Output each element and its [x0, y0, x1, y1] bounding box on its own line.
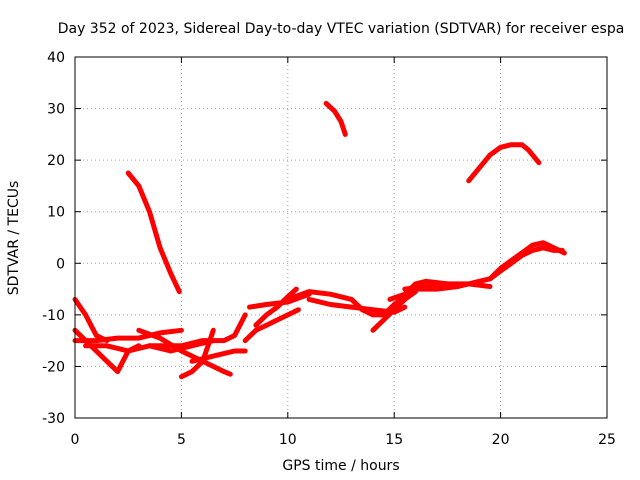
grid-layer	[75, 57, 607, 418]
series-arc-8	[136, 327, 233, 377]
series-arc-10	[189, 348, 248, 364]
y-tick-label: -30	[42, 411, 65, 427]
series-arc-23	[498, 240, 567, 271]
series-arc-12	[242, 307, 301, 344]
y-tick-label: 20	[47, 153, 65, 169]
series-arc-9	[178, 327, 216, 380]
series-arc-19	[387, 278, 450, 302]
x-tick-label: 10	[279, 432, 297, 448]
series-arc-13	[253, 286, 299, 328]
x-axis-label: GPS time / hours	[282, 458, 399, 474]
series-arc-15	[285, 289, 365, 313]
x-tick-label: 0	[71, 432, 80, 448]
y-tick-label: 10	[47, 205, 65, 221]
y-tick-label: -20	[42, 359, 65, 375]
plot-frame	[74, 56, 608, 419]
series-arc-1	[125, 170, 182, 295]
series-arc-2	[323, 100, 348, 137]
y-tick-label: 0	[56, 256, 65, 272]
x-tick-label: 25	[598, 432, 616, 448]
x-tick-label: 20	[492, 432, 510, 448]
chart-title: Day 352 of 2023, Sidereal Day-to-day VTE…	[58, 21, 625, 37]
y-tick-label: 30	[47, 102, 65, 118]
y-axis-label: SDTVAR / TECUs	[6, 181, 22, 296]
y-tick-label: -10	[42, 308, 65, 324]
series-layer	[72, 100, 567, 380]
y-tick-label: 40	[47, 50, 65, 66]
series-arc-6	[72, 327, 184, 344]
series-arc-3	[466, 142, 542, 184]
x-tick-label: 15	[385, 432, 403, 448]
x-tick-label: 5	[177, 432, 186, 448]
series-arc-11	[147, 312, 248, 349]
series-arc-18	[370, 289, 418, 333]
